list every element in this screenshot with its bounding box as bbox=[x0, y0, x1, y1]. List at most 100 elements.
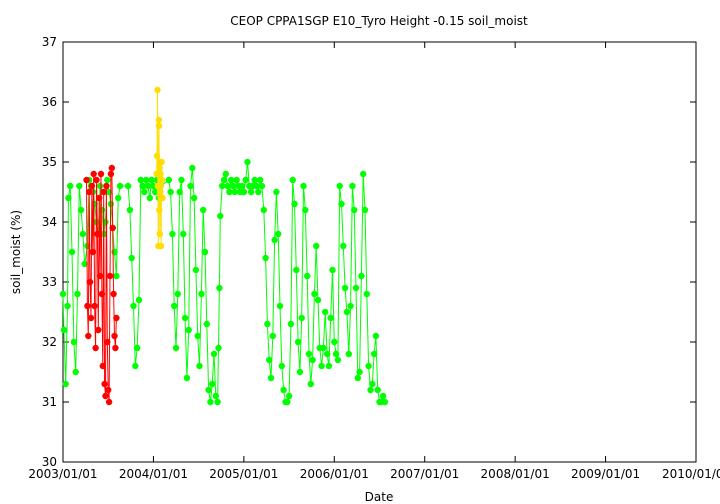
data-point-good bbox=[135, 296, 143, 304]
data-point-good bbox=[284, 398, 291, 406]
data-point-good bbox=[167, 188, 174, 196]
data-point-good bbox=[68, 248, 76, 256]
data-point-good bbox=[209, 380, 216, 388]
data-point-good bbox=[256, 176, 264, 184]
data-point-questionable bbox=[157, 170, 164, 178]
x-axis-title: Date bbox=[365, 490, 394, 504]
data-point-good bbox=[194, 332, 201, 340]
x-tick-label: 2009/01/01 bbox=[571, 467, 640, 481]
data-point-good bbox=[187, 182, 194, 190]
y-tick-label: 36 bbox=[42, 95, 57, 109]
data-point-good bbox=[169, 230, 176, 238]
data-point-good bbox=[143, 176, 150, 184]
data-point-good bbox=[302, 206, 309, 214]
data-point-good bbox=[215, 344, 222, 352]
data-point-good bbox=[273, 188, 280, 196]
data-point-good bbox=[176, 188, 183, 196]
y-tick-label: 34 bbox=[42, 215, 57, 229]
data-point-good bbox=[298, 314, 305, 322]
y-axis-title: soil_moist (%) bbox=[9, 210, 23, 294]
data-point-good bbox=[220, 176, 228, 184]
data-point-good bbox=[226, 188, 233, 196]
data-point-good bbox=[271, 236, 278, 244]
data-point-bad bbox=[83, 176, 90, 184]
data-point-good bbox=[334, 356, 342, 364]
data-point-good bbox=[60, 326, 68, 334]
data-point-good bbox=[341, 284, 349, 292]
data-point-good bbox=[318, 362, 325, 370]
data-point-good bbox=[150, 182, 157, 190]
data-point-good bbox=[331, 338, 338, 346]
data-point-good bbox=[291, 200, 298, 208]
data-point-bad bbox=[108, 164, 116, 172]
data-point-good bbox=[313, 242, 320, 250]
data-point-bad bbox=[84, 302, 91, 310]
data-point-good bbox=[354, 374, 361, 382]
data-point-questionable bbox=[157, 182, 164, 190]
data-point-good bbox=[311, 290, 318, 298]
data-point-good bbox=[332, 350, 340, 358]
data-point-bad bbox=[98, 290, 106, 298]
data-point-good bbox=[358, 272, 365, 280]
data-point-bad bbox=[110, 290, 117, 298]
data-point-bad bbox=[92, 344, 99, 352]
data-point-good bbox=[340, 242, 347, 250]
data-point-good bbox=[76, 182, 83, 190]
data-point-good bbox=[300, 182, 307, 190]
data-point-good bbox=[134, 344, 141, 352]
data-point-good bbox=[325, 362, 333, 370]
data-point-bad bbox=[89, 248, 97, 256]
data-point-good bbox=[72, 368, 79, 376]
data-point-bad bbox=[100, 188, 107, 196]
data-point-good bbox=[205, 386, 212, 394]
data-point-good bbox=[165, 176, 172, 184]
y-axis: 30 31 32 33 34 35 36 37 bbox=[42, 35, 696, 469]
data-point-bad bbox=[97, 170, 105, 178]
data-point-bad bbox=[106, 272, 114, 280]
data-point-good bbox=[198, 290, 205, 298]
data-point-good bbox=[132, 362, 139, 370]
data-point-good bbox=[148, 176, 155, 184]
data-point-good bbox=[287, 320, 295, 328]
data-point-good bbox=[361, 206, 369, 214]
data-point-good bbox=[352, 284, 360, 292]
data-point-good bbox=[181, 314, 189, 322]
data-point-bad bbox=[96, 194, 103, 202]
x-tick-label: 2004/01/01 bbox=[119, 467, 188, 481]
data-point-good bbox=[116, 182, 124, 190]
data-point-good bbox=[264, 320, 271, 328]
data-point-good bbox=[363, 290, 370, 298]
data-point-bad bbox=[86, 278, 94, 286]
x-axis: 2003/01/01 2004/01/01 2005/01/01 2006/01/01… bbox=[28, 42, 720, 481]
data-point-good bbox=[349, 182, 356, 190]
data-point-good bbox=[115, 194, 122, 202]
x-tick-label: 2003/01/01 bbox=[28, 467, 97, 481]
data-point-good bbox=[374, 386, 381, 394]
data-point-good bbox=[322, 308, 329, 316]
y-tick-label: 37 bbox=[42, 35, 57, 49]
data-point-good bbox=[323, 350, 331, 358]
data-point-good bbox=[356, 368, 363, 376]
data-point-questionable bbox=[158, 176, 166, 184]
data-point-good bbox=[314, 296, 322, 304]
data-point-good bbox=[200, 206, 207, 214]
data-point-good bbox=[343, 308, 351, 316]
data-point-good bbox=[192, 266, 200, 274]
data-point-good bbox=[128, 254, 135, 262]
data-point-good bbox=[216, 284, 223, 292]
data-point-bad bbox=[99, 362, 107, 370]
y-tick-label: 31 bbox=[42, 395, 57, 409]
data-point-good bbox=[79, 230, 87, 238]
data-point-bad bbox=[104, 338, 111, 346]
data-point-good bbox=[251, 176, 258, 184]
data-point-bad bbox=[111, 332, 118, 340]
data-point-good bbox=[293, 266, 300, 274]
data-point-questionable bbox=[156, 230, 163, 238]
data-point-bad bbox=[113, 314, 120, 322]
data-point-bad bbox=[88, 182, 96, 190]
y-tick-label: 33 bbox=[42, 275, 57, 289]
data-point-good bbox=[196, 362, 203, 370]
data-point-good bbox=[253, 182, 260, 190]
data-point-good bbox=[77, 206, 85, 214]
data-point-good bbox=[379, 392, 387, 400]
